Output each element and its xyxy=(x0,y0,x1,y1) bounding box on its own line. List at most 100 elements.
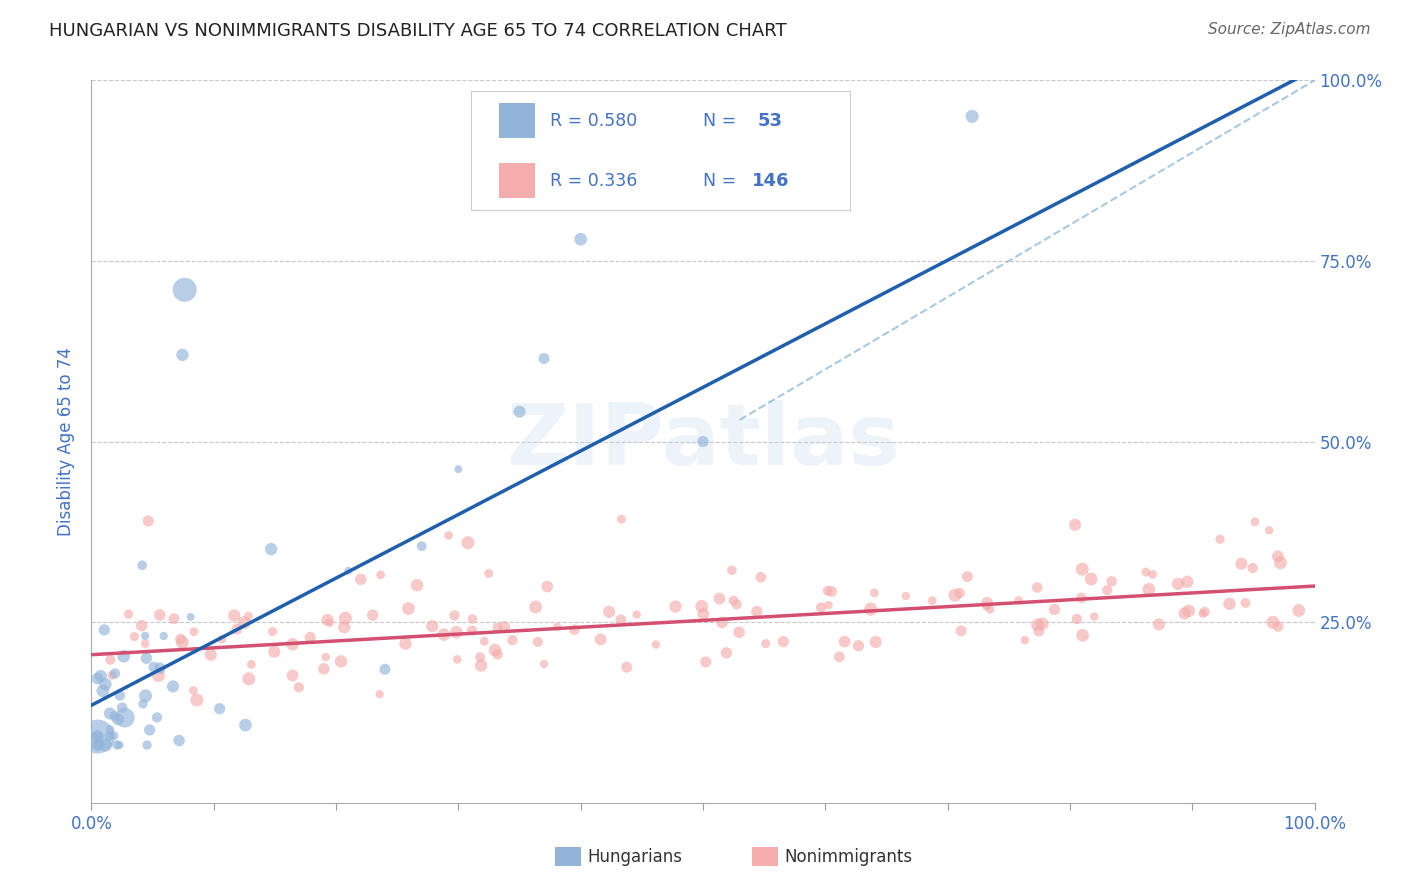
Point xyxy=(478,566,501,581)
Point xyxy=(148,668,170,682)
Point xyxy=(501,633,523,648)
Point xyxy=(420,619,443,633)
Point xyxy=(810,600,832,615)
Point xyxy=(142,660,165,674)
Point xyxy=(461,612,484,626)
Point xyxy=(394,636,416,650)
Point xyxy=(86,738,108,752)
Point xyxy=(725,598,748,612)
Point xyxy=(98,653,121,667)
Point xyxy=(1147,617,1170,632)
Point xyxy=(716,646,738,660)
Point xyxy=(950,624,973,638)
Point xyxy=(136,514,159,528)
Point xyxy=(859,602,882,616)
Point xyxy=(172,348,194,362)
Point xyxy=(509,405,531,419)
Point xyxy=(472,634,495,648)
Point xyxy=(711,615,734,630)
Point xyxy=(94,677,117,691)
Point xyxy=(183,624,205,639)
Point xyxy=(124,630,146,644)
Point xyxy=(772,634,794,648)
Bar xyxy=(499,163,536,198)
Point xyxy=(536,580,558,594)
Point xyxy=(741,124,763,138)
Point xyxy=(238,672,260,686)
Point xyxy=(1167,577,1189,591)
Point xyxy=(728,625,751,640)
Point xyxy=(692,434,714,449)
Point xyxy=(135,651,157,665)
Point xyxy=(167,733,190,747)
Point xyxy=(146,710,169,724)
Point xyxy=(1026,617,1049,632)
Point xyxy=(1241,561,1264,575)
Point xyxy=(526,635,548,649)
Point xyxy=(200,648,222,662)
Point xyxy=(486,648,509,662)
Point xyxy=(86,672,108,686)
Point xyxy=(470,650,492,665)
Point xyxy=(610,512,633,526)
Point xyxy=(598,605,620,619)
Point xyxy=(208,702,231,716)
Point xyxy=(709,591,731,606)
Text: HUNGARIAN VS NONIMMIGRANTS DISABILITY AGE 65 TO 74 CORRELATION CHART: HUNGARIAN VS NONIMMIGRANTS DISABILITY AG… xyxy=(49,22,787,40)
Point xyxy=(180,610,202,624)
Point xyxy=(263,645,285,659)
FancyBboxPatch shape xyxy=(471,91,849,211)
Point xyxy=(1071,628,1094,642)
Point xyxy=(350,573,373,587)
Point xyxy=(162,680,184,694)
Point xyxy=(461,624,484,638)
Point xyxy=(745,604,768,618)
Point xyxy=(834,634,856,648)
Point xyxy=(104,666,127,681)
Point xyxy=(1244,515,1267,529)
Point xyxy=(1014,633,1036,648)
Point xyxy=(1194,605,1216,619)
Point xyxy=(333,620,356,634)
Point xyxy=(1270,556,1292,570)
Point xyxy=(943,588,966,602)
Point xyxy=(107,712,129,726)
Point xyxy=(98,723,121,737)
Point xyxy=(91,683,114,698)
Point xyxy=(1080,572,1102,586)
Point xyxy=(447,462,470,476)
Point xyxy=(361,608,384,623)
Text: Nonimmigrants: Nonimmigrants xyxy=(785,848,912,866)
Point xyxy=(664,599,686,614)
Point xyxy=(1267,549,1289,564)
Point xyxy=(281,668,304,682)
Y-axis label: Disability Age 65 to 74: Disability Age 65 to 74 xyxy=(58,347,76,536)
Point xyxy=(1258,524,1281,538)
Point xyxy=(330,654,353,668)
Point xyxy=(374,662,396,676)
Point xyxy=(848,639,870,653)
Point xyxy=(976,596,998,610)
Point xyxy=(446,625,468,640)
Point xyxy=(626,607,648,622)
Point xyxy=(117,607,139,621)
Point xyxy=(90,669,112,683)
Point xyxy=(1209,533,1232,547)
Point xyxy=(484,643,506,657)
Point xyxy=(316,613,339,627)
Point xyxy=(1095,583,1118,598)
Point xyxy=(1173,607,1195,621)
Point xyxy=(1261,615,1284,630)
Point xyxy=(1218,597,1240,611)
Point xyxy=(533,657,555,671)
Point xyxy=(749,570,772,584)
Point xyxy=(494,620,516,634)
Point xyxy=(921,593,943,607)
Point xyxy=(104,709,127,723)
Point xyxy=(1043,602,1066,616)
Point xyxy=(1007,593,1029,607)
Point xyxy=(1135,565,1157,579)
Point xyxy=(817,583,839,598)
Point xyxy=(443,608,465,623)
Point xyxy=(232,615,254,630)
